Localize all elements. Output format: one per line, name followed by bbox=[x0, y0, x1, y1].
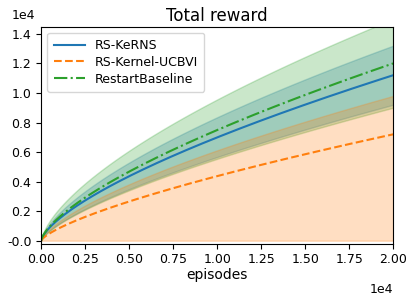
RestartBaseline bbox=[207, 131, 212, 135]
Legend: RS-KeRNS, RS-Kernel-UCBVI, RestartBaseline: RS-KeRNS, RS-Kernel-UCBVI, RestartBaseli… bbox=[47, 33, 204, 92]
Title: Total reward: Total reward bbox=[166, 7, 267, 25]
RS-Kernel-UCBVI bbox=[228, 170, 233, 174]
RS-Kernel-UCBVI bbox=[381, 134, 386, 138]
RestartBaseline bbox=[247, 114, 252, 118]
Line: RS-KeRNS: RS-KeRNS bbox=[41, 75, 392, 241]
RS-Kernel-UCBVI bbox=[247, 166, 252, 169]
RestartBaseline bbox=[38, 239, 43, 242]
X-axis label: episodes: episodes bbox=[186, 268, 247, 282]
RS-KeRNS bbox=[207, 138, 212, 142]
RS-Kernel-UCBVI bbox=[205, 177, 210, 180]
Line: RestartBaseline: RestartBaseline bbox=[41, 63, 392, 241]
RS-Kernel-UCBVI bbox=[38, 239, 43, 242]
RestartBaseline bbox=[381, 65, 386, 68]
RS-Kernel-UCBVI bbox=[207, 176, 212, 180]
RS-KeRNS bbox=[247, 123, 252, 126]
RS-KeRNS bbox=[326, 94, 331, 98]
RS-KeRNS bbox=[205, 139, 210, 143]
Text: 1e4: 1e4 bbox=[11, 9, 35, 22]
RestartBaseline bbox=[390, 62, 395, 65]
RestartBaseline bbox=[326, 84, 331, 88]
Text: 1e4: 1e4 bbox=[369, 283, 392, 296]
RS-KeRNS bbox=[390, 73, 395, 77]
RS-Kernel-UCBVI bbox=[326, 147, 331, 150]
RestartBaseline bbox=[228, 122, 233, 126]
RestartBaseline bbox=[205, 132, 210, 136]
RS-KeRNS bbox=[228, 130, 233, 133]
RS-KeRNS bbox=[381, 76, 386, 80]
RS-Kernel-UCBVI bbox=[390, 132, 395, 136]
RS-KeRNS bbox=[38, 239, 43, 242]
Line: RS-Kernel-UCBVI: RS-Kernel-UCBVI bbox=[41, 134, 392, 241]
